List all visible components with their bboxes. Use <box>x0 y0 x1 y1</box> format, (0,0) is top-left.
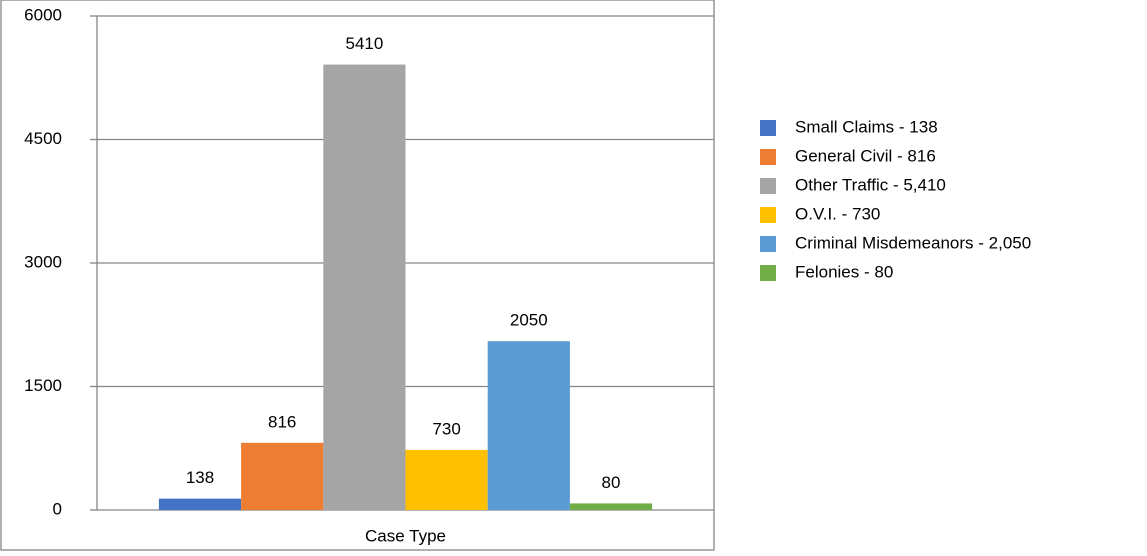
legend-label: Felonies - 80 <box>795 262 893 281</box>
legend-swatch <box>760 149 776 165</box>
data-label: 80 <box>602 473 621 492</box>
x-tick-label: Case Type <box>365 526 446 545</box>
legend-label: General Civil - 816 <box>795 146 936 165</box>
data-label: 730 <box>432 419 460 438</box>
bar <box>158 498 242 510</box>
bar <box>323 64 406 511</box>
bar <box>487 341 570 510</box>
legend-label: Small Claims - 138 <box>795 117 938 136</box>
y-tick-label: 4500 <box>24 129 62 148</box>
legend-swatch <box>760 265 776 281</box>
data-label: 5410 <box>345 34 383 53</box>
legend-swatch <box>760 178 776 194</box>
legend-label: Other Traffic - 5,410 <box>795 175 946 194</box>
y-tick-label: 1500 <box>24 376 62 395</box>
legend-swatch <box>760 207 776 223</box>
legend-swatch <box>760 120 776 136</box>
legend-label: O.V.I. - 730 <box>795 204 880 223</box>
data-label: 138 <box>186 468 214 487</box>
legend-swatch <box>760 236 776 252</box>
bar <box>241 442 324 510</box>
data-label: 816 <box>268 412 296 431</box>
y-tick-label: 0 <box>53 499 62 518</box>
legend-label: Criminal Misdemeanors - 2,050 <box>795 233 1031 252</box>
bar <box>405 449 488 510</box>
y-tick-label: 6000 <box>24 5 62 24</box>
chart-frame <box>0 0 715 551</box>
data-label: 2050 <box>510 311 548 330</box>
y-tick-label: 3000 <box>24 252 62 271</box>
bar <box>569 503 653 510</box>
